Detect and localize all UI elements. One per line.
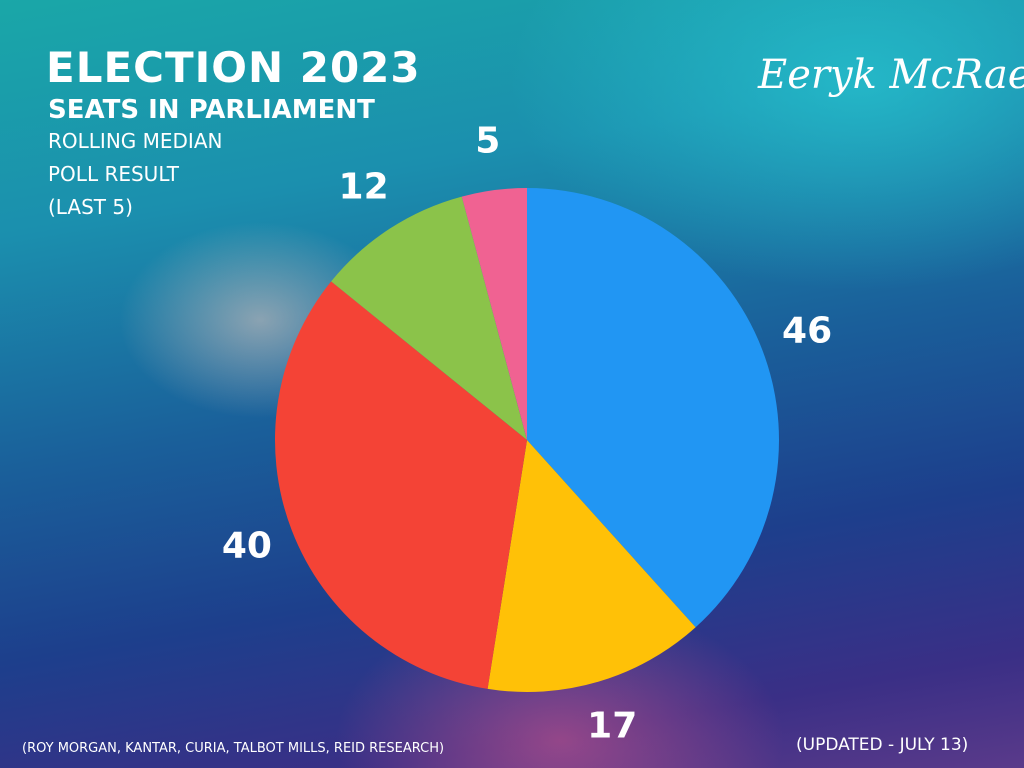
data-label: 40	[222, 526, 272, 567]
data-label: 5	[475, 121, 500, 162]
pie-slice	[487, 440, 696, 692]
pie-slice	[331, 196, 527, 440]
data-label: 17	[587, 706, 637, 747]
annotation: POLL RESULT	[48, 162, 180, 186]
chart-subtitle: SEATS IN PARLIAMENT	[48, 95, 375, 125]
updated-note: (UPDATED - JULY 13)	[796, 735, 968, 755]
signature: Eeryk McRae	[757, 52, 1024, 98]
pie	[274, 188, 779, 692]
data-label: 12	[339, 166, 389, 207]
annotation: ROLLING MEDIAN	[48, 129, 222, 153]
data-label: 46	[782, 310, 832, 351]
pie-slice	[274, 281, 527, 689]
chart-title: ELECTION 2023	[46, 43, 421, 92]
pie-slice	[527, 188, 779, 628]
pie-slice	[461, 188, 527, 440]
annotation: (LAST 5)	[48, 195, 133, 219]
source-note: (ROY MORGAN, KANTAR, CURIA, TALBOT MILLS…	[22, 741, 444, 756]
